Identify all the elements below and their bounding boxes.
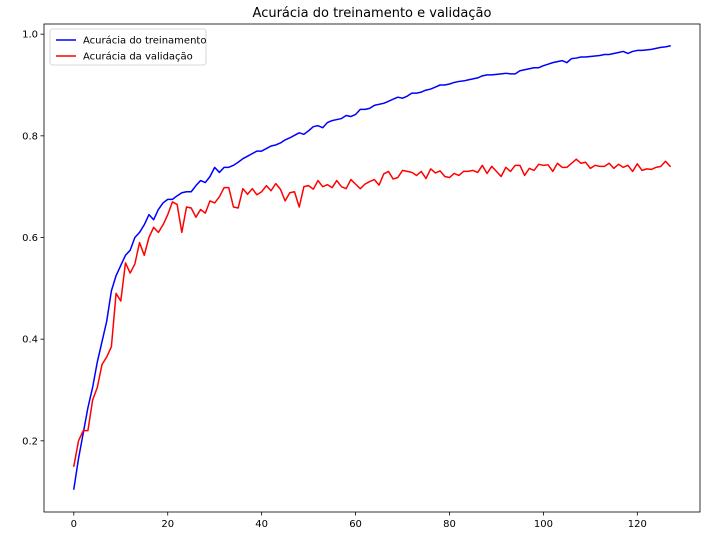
y-axis: 0.2 0.4 0.6 0.8 1.0 (22, 30, 44, 447)
axes-frame (43, 23, 701, 513)
x-tick-label: 100 (534, 519, 553, 530)
x-tick-label: 80 (443, 519, 456, 530)
x-tick-label: 20 (161, 519, 174, 530)
x-tick-label: 60 (349, 519, 362, 530)
x-tick-label: 0 (71, 519, 77, 530)
series-line-validation (73, 158, 671, 467)
series-line-training (73, 45, 671, 490)
y-tick-label: 0.2 (22, 436, 38, 447)
y-tick-label: 0.6 (22, 233, 38, 244)
x-tick-label: 40 (255, 519, 268, 530)
legend-label: Acurácia do treinamento (83, 35, 206, 47)
series-layer (73, 45, 671, 490)
y-tick-label: 0.8 (22, 131, 38, 142)
legend-label: Acurácia da validação (83, 51, 193, 63)
legend: Acurácia do treinamento Acurácia da valid… (49, 28, 207, 66)
y-tick-label: 1.0 (22, 30, 38, 41)
legend-box (49, 28, 207, 66)
y-tick-label: 0.4 (22, 335, 38, 346)
chart-title: Acurácia do treinamento e validação (253, 6, 492, 21)
x-tick-label: 120 (628, 519, 647, 530)
x-axis: 0 20 40 60 80 100 120 (71, 512, 647, 530)
